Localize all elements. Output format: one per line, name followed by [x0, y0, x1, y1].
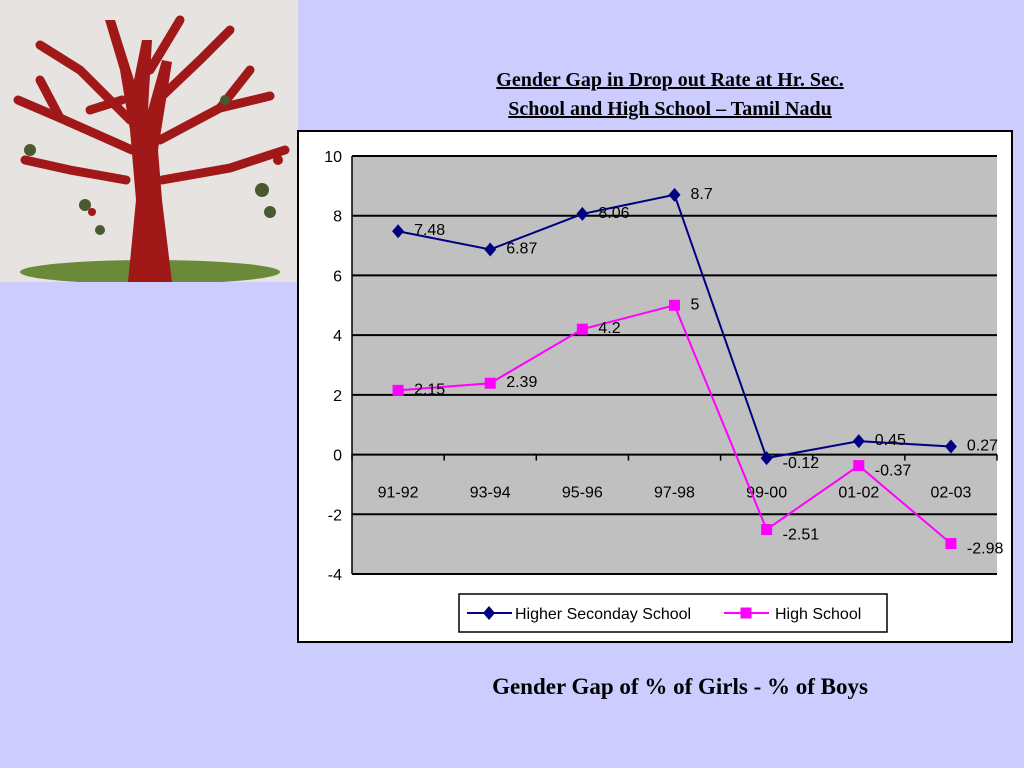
data-label: 2.39 [506, 374, 537, 391]
data-point-diamond [576, 206, 589, 221]
data-point-diamond [392, 224, 405, 239]
y-tick-label: -2 [328, 507, 342, 524]
x-tick-label: 95-96 [562, 485, 603, 502]
chart-caption: Gender Gap of % of Girls - % of Boys [492, 674, 868, 699]
data-label: 7.48 [414, 222, 445, 239]
x-tick-label: 01-02 [838, 485, 879, 502]
legend-box [458, 593, 888, 633]
legend-label: High School [775, 606, 861, 623]
data-point-square [392, 384, 404, 396]
legend-marker-square [740, 607, 752, 619]
data-point-square [484, 377, 496, 389]
y-tick-label: 2 [333, 388, 342, 405]
y-tick-label: 8 [333, 209, 342, 226]
x-tick-label: 97-98 [654, 485, 695, 502]
legend-marker-diamond [483, 606, 495, 620]
data-label: 4.2 [598, 320, 620, 337]
data-label: 8.7 [691, 186, 713, 203]
data-point-diamond [668, 187, 681, 202]
data-point-square [669, 299, 680, 311]
x-tick-label: 02-03 [930, 485, 971, 502]
data-label: -2.98 [967, 541, 1004, 558]
data-label: 6.87 [506, 240, 537, 257]
data-point-square [853, 460, 865, 472]
y-tick-label: 4 [333, 328, 342, 345]
data-label: -0.37 [875, 463, 912, 480]
plot-area [352, 156, 997, 574]
line-chart: 10 8 6 4 2 0 -2 -4 91-92 93-94 95-96 97-98 99-00 01-0… [324, 149, 1004, 633]
data-point-square [576, 323, 588, 335]
data-label: 5 [691, 296, 700, 313]
data-label: -0.12 [783, 455, 820, 472]
data-label: 8.06 [598, 205, 629, 222]
y-tick-label: -4 [328, 567, 342, 584]
data-point-square [761, 524, 773, 536]
chart-title-line-2: School and High School – Tamil Nadu [508, 98, 832, 120]
data-point-diamond [944, 439, 957, 454]
data-point-diamond [484, 242, 497, 257]
data-label: 0.45 [875, 432, 906, 449]
data-point-diamond [760, 451, 773, 466]
y-tick-label: 10 [324, 149, 342, 166]
legend-label: Higher Seconday School [515, 606, 691, 623]
data-label: 2.15 [414, 381, 445, 398]
data-label: -2.51 [783, 527, 820, 544]
chart-container: 10 8 6 4 2 0 -2 -4 91-92 93-94 95-96 97-98 99-00 01-0… [297, 130, 1013, 643]
x-tick-label: 91-92 [378, 485, 419, 502]
x-tick-label: 99-00 [746, 485, 787, 502]
data-point-diamond [852, 434, 865, 449]
tree-icon [13, 15, 290, 282]
x-tick-label: 93-94 [470, 485, 511, 502]
y-tick-label: 0 [333, 448, 342, 465]
data-label: 0.27 [967, 438, 998, 455]
data-point-square [945, 538, 957, 550]
chart-title-line-1: Gender Gap in Drop out Rate at Hr. Sec. [496, 69, 844, 91]
tree-image [0, 0, 298, 282]
y-tick-label: 6 [333, 268, 342, 285]
chart-title: Gender Gap in Drop out Rate at Hr. Sec. … [380, 66, 960, 124]
